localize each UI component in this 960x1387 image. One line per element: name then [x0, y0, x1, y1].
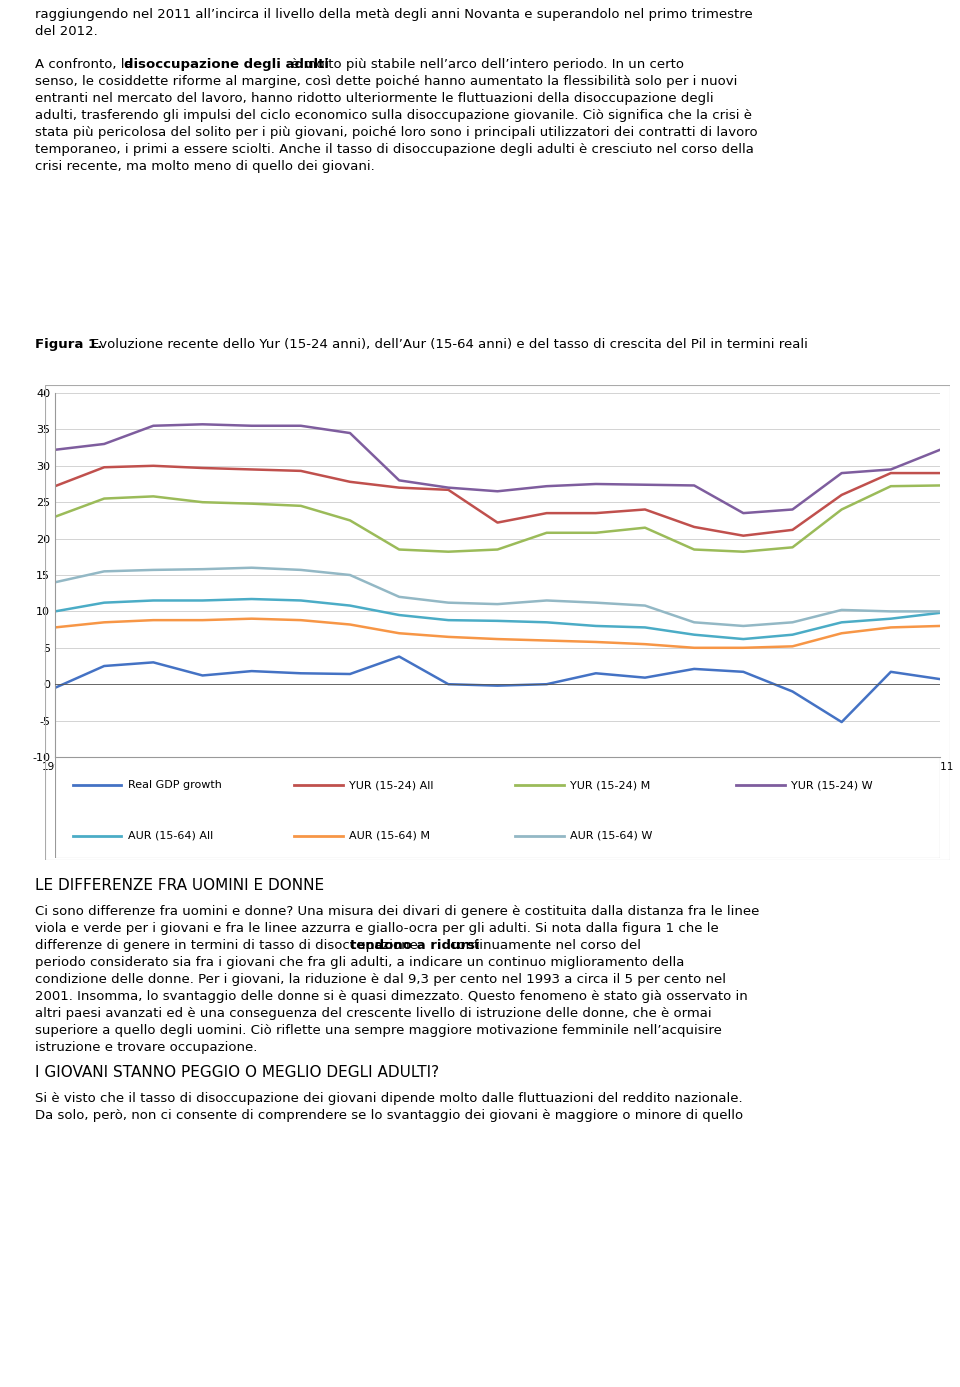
Text: A confronto, la: A confronto, la [35, 58, 137, 71]
Text: temporaneo, i primi a essere sciolti. Anche il tasso di disoccupazione degli adu: temporaneo, i primi a essere sciolti. An… [35, 143, 754, 155]
Text: AUR (15-64) W: AUR (15-64) W [570, 831, 653, 841]
Text: adulti, trasferendo gli impulsi del ciclo economico sulla disoccupazione giovani: adulti, trasferendo gli impulsi del cicl… [35, 110, 752, 122]
Text: altri paesi avanzati ed è una conseguenza del crescente livello di istruzione de: altri paesi avanzati ed è una conseguenz… [35, 1007, 711, 1019]
Text: del 2012.: del 2012. [35, 25, 98, 37]
Text: periodo considerato sia fra i giovani che fra gli adulti, a indicare un continuo: periodo considerato sia fra i giovani ch… [35, 956, 684, 970]
Text: Da solo, però, non ci consente di comprendere se lo svantaggio dei giovani è mag: Da solo, però, non ci consente di compre… [35, 1110, 743, 1122]
Text: è molto più stabile nell’arco dell’intero periodo. In un certo: è molto più stabile nell’arco dell’inter… [291, 58, 684, 71]
Text: differenze di genere in termini di tasso di disoccupazione: differenze di genere in termini di tasso… [35, 939, 422, 951]
Text: Evoluzione recente dello Yur (15-24 anni), dell’Aur (15-64 anni) e del tasso di : Evoluzione recente dello Yur (15-24 anni… [90, 338, 807, 351]
Text: viola e verde per i giovani e fra le linee azzurra e giallo-ocra per gli adulti.: viola e verde per i giovani e fra le lin… [35, 922, 719, 935]
Text: AUR (15-64) M: AUR (15-64) M [348, 831, 430, 841]
Text: crisi recente, ma molto meno di quello dei giovani.: crisi recente, ma molto meno di quello d… [35, 160, 374, 173]
Text: Ci sono differenze fra uomini e donne? Una misura dei divari di genere è costitu: Ci sono differenze fra uomini e donne? U… [35, 904, 759, 918]
Text: I GIOVANI STANNO PEGGIO O MEGLIO DEGLI ADULTI?: I GIOVANI STANNO PEGGIO O MEGLIO DEGLI A… [35, 1065, 439, 1080]
Text: raggiungendo nel 2011 all’incirca il livello della metà degli anni Novanta e sup: raggiungendo nel 2011 all’incirca il liv… [35, 8, 753, 21]
Text: superiore a quello degli uomini. Ciò riflette una sempre maggiore motivazione fe: superiore a quello degli uomini. Ciò rif… [35, 1024, 722, 1037]
Text: LE DIFFERENZE FRA UOMINI E DONNE: LE DIFFERENZE FRA UOMINI E DONNE [35, 878, 324, 893]
Text: istruzione e trovare occupazione.: istruzione e trovare occupazione. [35, 1042, 257, 1054]
Text: condizione delle donne. Per i giovani, la riduzione è dal 9,3 per cento nel 1993: condizione delle donne. Per i giovani, l… [35, 974, 726, 986]
Text: tendono a ridursi: tendono a ridursi [349, 939, 479, 951]
Text: disoccupazione degli adulti: disoccupazione degli adulti [124, 58, 329, 71]
Text: YUR (15-24) M: YUR (15-24) M [570, 781, 650, 791]
Text: senso, le cosiddette riforme al margine, così dette poiché hanno aumentato la fl: senso, le cosiddette riforme al margine,… [35, 75, 737, 87]
Text: Si è visto che il tasso di disoccupazione dei giovani dipende molto dalle fluttu: Si è visto che il tasso di disoccupazion… [35, 1092, 743, 1105]
Text: YUR (15-24) W: YUR (15-24) W [791, 781, 873, 791]
Text: continuamente nel corso del: continuamente nel corso del [449, 939, 640, 951]
Text: Real GDP growth: Real GDP growth [128, 781, 222, 791]
Text: stata più pericolosa del solito per i più giovani, poiché loro sono i principali: stata più pericolosa del solito per i pi… [35, 126, 757, 139]
Text: 2001. Insomma, lo svantaggio delle donne si è quasi dimezzato. Questo fenomeno è: 2001. Insomma, lo svantaggio delle donne… [35, 990, 748, 1003]
Text: AUR (15-64) All: AUR (15-64) All [128, 831, 213, 841]
Text: Figura 1.: Figura 1. [35, 338, 103, 351]
Text: entranti nel mercato del lavoro, hanno ridotto ulteriormente le fluttuazioni del: entranti nel mercato del lavoro, hanno r… [35, 92, 713, 105]
Text: YUR (15-24) All: YUR (15-24) All [348, 781, 433, 791]
